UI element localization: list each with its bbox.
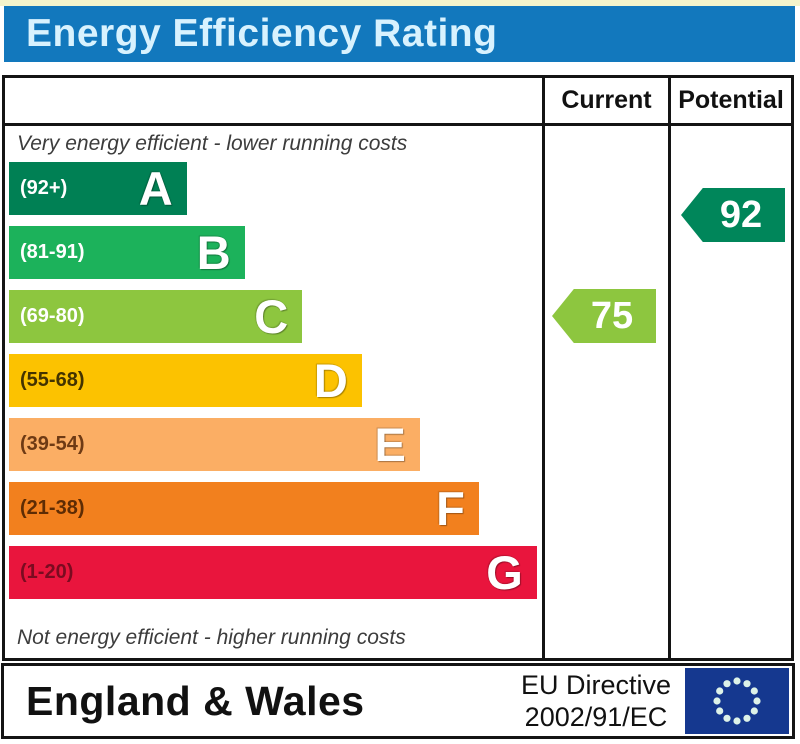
rating-table: Current Potential Very energy efficient … [2,75,794,661]
title-bar: Energy Efficiency Rating [4,6,795,62]
top-border-strip [0,0,800,6]
bottom-note: Not energy efficient - higher running co… [17,626,406,649]
eu-directive-line1: EU Directive [520,669,671,700]
rating-band-g: (1-20) G [9,546,537,599]
eu-directive-line2: 2002/91/EC [524,702,668,732]
rating-band-b: (81-91) B [9,226,245,279]
band-range-label: (1-20) [20,561,74,583]
potential-rating-value: 92 [719,193,763,236]
top-note: Very energy efficient - lower running co… [17,132,408,155]
rating-band-f: (21-38) F [9,482,479,535]
header-spacer-cell [5,78,542,126]
bands-area: Very energy efficient - lower running co… [5,126,542,658]
band-range-label: (92+) [20,177,68,199]
band-range-label: (55-68) [20,369,85,391]
band-letter: F [436,482,465,535]
potential-column-header: Potential [668,78,791,126]
rating-band-e: (39-54) E [9,418,420,471]
potential-column: 92 [668,126,791,658]
rating-band-a: (92+) A [9,162,187,215]
current-column: 75 [542,126,668,658]
current-rating-arrow: 75 [552,289,656,343]
page-title: Energy Efficiency Rating [26,12,498,55]
eu-directive-label: EU Directive 2002/91/EC [521,669,671,734]
potential-rating-arrow: 92 [681,188,785,242]
eu-flag-icon [685,668,789,734]
band-letter: A [138,162,173,215]
current-column-header: Current [542,78,668,126]
rating-bands: (92+) A (81-91) B (69-80) C (55-68) D (39-54) E (2… [5,162,542,599]
band-range-label: (81-91) [20,241,85,263]
footer-bar: England & Wales EU Directive 2002/91/EC [1,663,795,739]
region-label: England & Wales [26,677,365,724]
rating-band-d: (55-68) D [9,354,362,407]
band-letter: D [313,354,348,407]
band-letter: B [196,226,231,279]
current-rating-value: 75 [590,294,634,337]
band-letter: E [374,418,406,471]
band-letter: G [486,546,523,599]
band-range-label: (39-54) [20,433,85,455]
band-range-label: (21-38) [20,497,85,519]
band-range-label: (69-80) [20,305,85,327]
rating-band-c: (69-80) C [9,290,303,343]
band-letter: C [254,290,289,343]
